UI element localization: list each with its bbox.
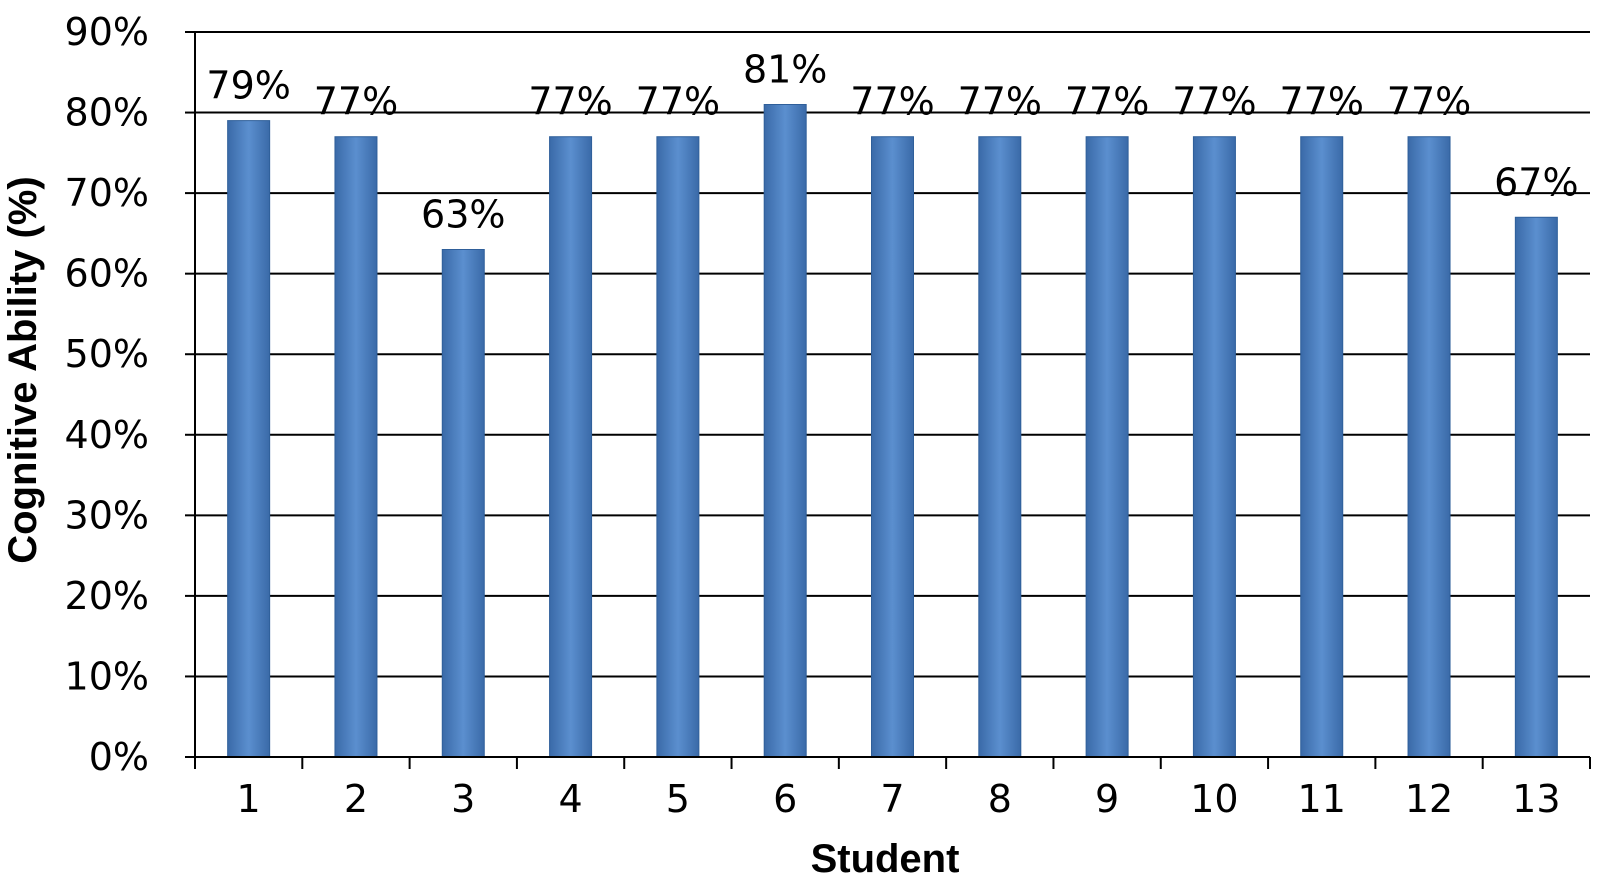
y-tick-label: 10% bbox=[65, 654, 149, 698]
bars bbox=[227, 104, 1558, 758]
x-tick-label: 2 bbox=[344, 777, 368, 821]
y-tick-label: 20% bbox=[65, 574, 149, 618]
data-label: 67% bbox=[1494, 160, 1578, 204]
data-label: 77% bbox=[1387, 80, 1471, 124]
data-label: 77% bbox=[528, 80, 612, 124]
bar bbox=[656, 136, 700, 758]
y-tick-label: 30% bbox=[65, 493, 149, 537]
labels: 0% 10% 20% 30% 40% 50% 60% 70% 80% 90% 79% 1 77% 2 63%… bbox=[65, 10, 1579, 821]
data-label: 77% bbox=[1172, 80, 1256, 124]
x-tick-label: 10 bbox=[1190, 777, 1238, 821]
x-tick-label: 8 bbox=[988, 777, 1012, 821]
data-label: 77% bbox=[1279, 80, 1363, 124]
bar bbox=[1514, 216, 1558, 758]
bar bbox=[763, 104, 807, 758]
bar bbox=[1407, 136, 1451, 758]
data-label: 81% bbox=[743, 48, 827, 92]
y-axis-title: Cognitive Ability (%) bbox=[1, 176, 45, 563]
x-tick-label: 11 bbox=[1298, 777, 1346, 821]
x-tick-label: 6 bbox=[773, 777, 797, 821]
y-tick-label: 90% bbox=[65, 10, 149, 54]
data-label: 77% bbox=[636, 80, 720, 124]
bar bbox=[978, 136, 1022, 758]
y-tick-label: 0% bbox=[89, 735, 149, 779]
x-tick-label: 12 bbox=[1405, 777, 1453, 821]
data-label: 77% bbox=[850, 80, 934, 124]
bar bbox=[1192, 136, 1236, 758]
y-tick-label: 70% bbox=[65, 171, 149, 215]
x-tick-label: 7 bbox=[880, 777, 904, 821]
x-tick-label: 5 bbox=[666, 777, 690, 821]
bar bbox=[227, 120, 271, 758]
bar bbox=[871, 136, 914, 758]
data-label: 79% bbox=[206, 64, 290, 108]
x-tick-label: 13 bbox=[1512, 777, 1560, 821]
data-label: 63% bbox=[421, 193, 505, 237]
bar bbox=[549, 136, 593, 758]
bar bbox=[334, 136, 378, 758]
y-tick-label: 40% bbox=[65, 413, 149, 457]
bar bbox=[441, 249, 485, 758]
data-label: 77% bbox=[1065, 80, 1149, 124]
axes bbox=[185, 31, 1591, 769]
x-tick-label: 1 bbox=[237, 777, 261, 821]
data-label: 77% bbox=[314, 80, 398, 124]
bar bbox=[1085, 136, 1129, 758]
x-axis-title: Student bbox=[811, 837, 960, 881]
y-tick-label: 60% bbox=[65, 252, 149, 296]
x-tick-label: 9 bbox=[1095, 777, 1119, 821]
y-tick-label: 80% bbox=[65, 91, 149, 135]
data-label: 77% bbox=[958, 80, 1042, 124]
x-tick-label: 3 bbox=[451, 777, 475, 821]
bar bbox=[1300, 136, 1344, 758]
x-tick-label: 4 bbox=[558, 777, 582, 821]
y-tick-label: 50% bbox=[65, 332, 149, 376]
